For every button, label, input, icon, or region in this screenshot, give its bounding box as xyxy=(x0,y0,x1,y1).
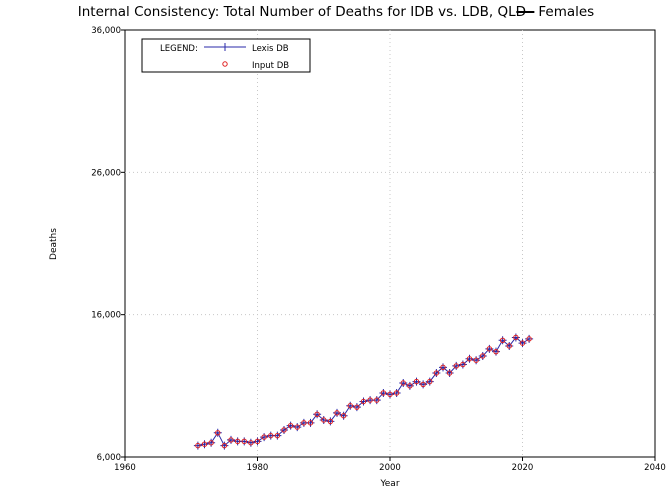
point-input xyxy=(519,340,526,346)
point-input xyxy=(234,438,241,445)
point-input xyxy=(466,356,473,362)
grid-lines xyxy=(125,30,655,457)
point-input xyxy=(380,390,387,396)
point-input xyxy=(440,364,446,371)
series-group xyxy=(193,333,534,450)
point-input xyxy=(354,404,360,410)
point-input xyxy=(420,381,426,388)
point-input xyxy=(513,334,519,341)
point-lexis xyxy=(213,428,222,437)
point-input xyxy=(393,390,400,396)
point-input xyxy=(407,383,413,389)
point-lexis xyxy=(386,390,394,399)
chart-title: Internal Consistency: Total Number of De… xyxy=(78,4,594,20)
legend-entry-lexis: Lexis DB xyxy=(252,44,289,54)
point-input xyxy=(327,418,334,425)
x-tick-label: 2040 xyxy=(644,463,666,473)
point-input xyxy=(287,422,294,429)
point-lexis xyxy=(472,356,481,365)
point-lexis xyxy=(525,334,534,343)
point-input xyxy=(493,348,499,355)
y-tick-label: 26,000 xyxy=(91,168,121,178)
series-line-lexis xyxy=(197,336,530,447)
point-input xyxy=(367,397,373,403)
legend-entry-input: Input DB xyxy=(252,61,289,71)
point-input xyxy=(446,370,453,376)
point-input xyxy=(334,410,340,416)
point-lexis xyxy=(346,401,355,410)
point-input xyxy=(254,438,261,445)
point-input xyxy=(506,343,512,349)
point-lexis xyxy=(246,438,255,447)
point-input xyxy=(480,353,486,359)
point-input xyxy=(460,361,466,368)
point-input xyxy=(360,398,367,405)
point-input xyxy=(261,434,267,440)
point-input xyxy=(387,391,393,398)
point-input xyxy=(433,370,440,376)
point-input xyxy=(526,336,532,342)
point-input xyxy=(340,413,347,419)
point-input xyxy=(427,378,433,385)
point-lexis xyxy=(260,433,269,442)
point-input xyxy=(208,440,214,446)
point-input xyxy=(307,420,314,426)
point-input xyxy=(453,363,459,369)
x-tick-label: 1980 xyxy=(247,463,269,473)
x-tick-label: 2020 xyxy=(512,463,534,473)
x-tick-label: 2000 xyxy=(379,463,401,473)
y-tick-label: 16,000 xyxy=(91,311,121,321)
title-series-label: Females xyxy=(538,4,594,20)
point-input xyxy=(201,441,208,447)
point-input xyxy=(195,442,201,449)
point-input xyxy=(499,337,506,343)
point-input xyxy=(215,430,221,436)
y-axis: 6,000 16,000 26,000 36,000 xyxy=(91,26,125,463)
point-input xyxy=(248,440,254,446)
y-tick-label: 36,000 xyxy=(91,26,121,36)
point-input xyxy=(486,346,493,352)
point-lexis xyxy=(253,437,262,446)
x-tick-label: 1960 xyxy=(114,463,136,473)
point-lexis xyxy=(240,437,249,446)
point-input xyxy=(347,403,353,409)
point-input xyxy=(268,432,274,439)
legend-title: LEGEND: xyxy=(160,44,198,54)
point-input xyxy=(314,411,320,417)
point-input xyxy=(321,417,327,423)
point-lexis xyxy=(286,421,295,430)
point-lexis xyxy=(293,423,302,432)
y-tick-label: 6,000 xyxy=(97,453,121,463)
point-input xyxy=(473,357,479,363)
point-lexis xyxy=(193,441,202,450)
point-input xyxy=(274,432,281,439)
point-lexis xyxy=(392,388,401,397)
x-axis: 1960 1980 2000 2020 2040 xyxy=(114,457,666,473)
point-input xyxy=(374,397,380,403)
legend-marker-lexis xyxy=(221,43,229,51)
point-lexis xyxy=(207,438,216,447)
point-lexis xyxy=(200,440,209,449)
y-axis-label: Deaths xyxy=(49,228,59,260)
point-input xyxy=(281,427,287,433)
legend-marker-input xyxy=(222,61,228,67)
legend: LEGEND: Lexis DB Input DB xyxy=(141,38,311,73)
point-input xyxy=(413,378,420,385)
point-input xyxy=(221,442,228,449)
x-axis-label: Year xyxy=(379,479,399,488)
point-input xyxy=(400,380,406,386)
point-input xyxy=(301,420,307,426)
point-input xyxy=(241,438,247,445)
point-input xyxy=(294,424,300,430)
point-input xyxy=(228,437,234,443)
